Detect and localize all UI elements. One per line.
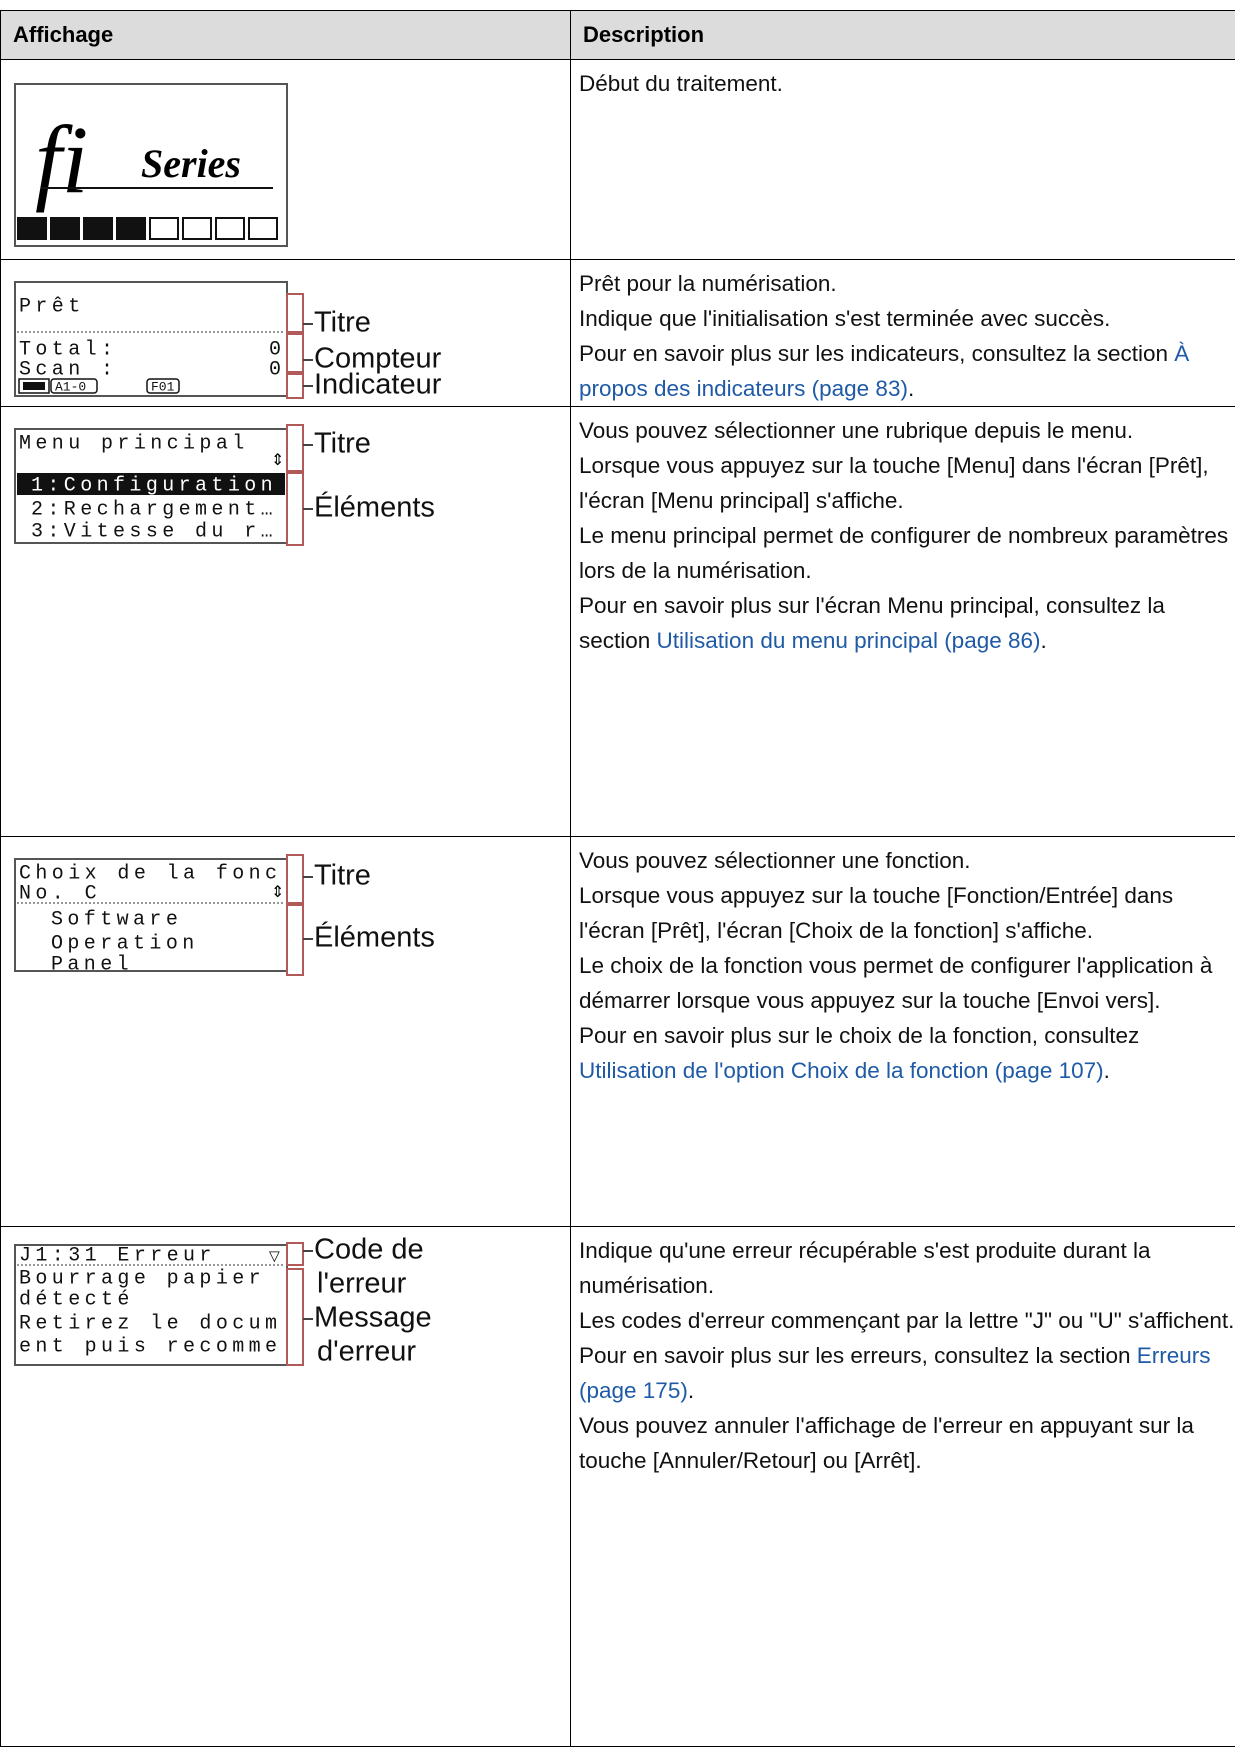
lcd-line: No. C: [19, 882, 101, 905]
callout-bracket: [287, 334, 303, 372]
lcd-line: Panel: [51, 953, 133, 976]
header-cell: Description: [571, 11, 1235, 60]
callout-label: Message: [314, 1302, 432, 1334]
header-cell: Affichage: [1, 11, 571, 60]
display-cell: fi Series: [1, 60, 571, 260]
display-cell: Prêt Total: 0 Scan : 0 A1-0 F01 Titre Co…: [1, 260, 571, 407]
display-table: Affichage Description fi Series: [0, 10, 1235, 1747]
callout-bracket: [287, 1269, 303, 1365]
callout-bracket: [287, 905, 303, 975]
table-row: Menu principal ⇕ 1:Configuration 2:Recha…: [1, 407, 1235, 837]
text: Pour en savoir plus sur les indicateurs,…: [579, 341, 1174, 366]
lcd-line: Prêt: [19, 295, 85, 318]
description-text: Pour en savoir plus sur les indicateurs,…: [579, 336, 1235, 406]
description-text: Le menu principal permet de configurer d…: [579, 518, 1235, 588]
indicator-text: F01: [151, 379, 175, 394]
callout-bracket: [287, 374, 303, 398]
lcd-line: J1:31 Erreur: [19, 1244, 216, 1267]
callout-label: l'erreur: [317, 1268, 407, 1300]
callout-label: Titre: [314, 860, 371, 892]
header-row: Affichage Description: [1, 11, 1235, 60]
lcd-ready: Prêt Total: 0 Scan : 0 A1-0 F01 Titre Co…: [1, 260, 570, 403]
callout-bracket: [287, 294, 303, 332]
table-row: J1:31 Erreur ▽ Bourrage papier détecté R…: [1, 1227, 1235, 1747]
callout-bracket: [287, 855, 303, 903]
description-text: Vous pouvez sélectionner une fonction.: [579, 843, 1235, 878]
text: Pour en savoir plus sur les erreurs, con…: [579, 1343, 1137, 1368]
battery-fill: [23, 382, 45, 390]
callout-bracket: [287, 1243, 303, 1265]
table-row: fi Series Début du traitement.: [1, 60, 1235, 260]
table-row: Prêt Total: 0 Scan : 0 A1-0 F01 Titre Co…: [1, 260, 1235, 407]
text: .: [1104, 1058, 1110, 1083]
description-text: Lorsque vous appuyez sur la touche [Menu…: [579, 448, 1235, 518]
lcd-line: Scan :: [19, 358, 117, 381]
description-text: Début du traitement.: [579, 66, 1235, 101]
callout-label: d'erreur: [317, 1336, 416, 1368]
description-text: Prêt pour la numérisation.: [579, 266, 1235, 301]
logo-text: fi: [35, 106, 88, 213]
description-text: Indique que l'initialisation s'est termi…: [579, 301, 1235, 336]
description-text: Les codes d'erreur commençant par la let…: [579, 1303, 1235, 1338]
description-text: Le choix de la fonction vous permet de c…: [579, 948, 1235, 1018]
text: .: [688, 1378, 694, 1403]
lcd-function: Choix de la fonc No. C ⇕ Software Operat…: [1, 837, 570, 997]
lcd-line: 2:Rechargement…: [31, 498, 277, 521]
description-text: Pour en savoir plus sur l'écran Menu pri…: [579, 588, 1235, 658]
scroll-arrows: ⇕: [271, 452, 284, 469]
display-cell: Choix de la fonc No. C ⇕ Software Operat…: [1, 837, 571, 1227]
scroll-arrows: ⇕: [271, 884, 284, 901]
table-row: Choix de la fonc No. C ⇕ Software Operat…: [1, 837, 1235, 1227]
logo-subtext: Series: [141, 141, 241, 186]
lcd-line: 0: [269, 358, 285, 381]
lcd-line: ent puis recomme: [19, 1335, 281, 1358]
indicator-text: A1-0: [55, 379, 86, 394]
link[interactable]: Utilisation du menu principal (page 86): [657, 628, 1041, 653]
display-cell: Menu principal ⇕ 1:Configuration 2:Recha…: [1, 407, 571, 837]
description-text: Pour en savoir plus sur les erreurs, con…: [579, 1338, 1235, 1408]
callout-bracket: [287, 425, 303, 471]
description-cell: Indique qu'une erreur récupérable s'est …: [571, 1227, 1235, 1747]
description-text: Indique qu'une erreur récupérable s'est …: [579, 1233, 1235, 1303]
callout-label: Éléments: [314, 921, 435, 954]
description-cell: Vous pouvez sélectionner une fonction. L…: [571, 837, 1235, 1227]
description-text: Vous pouvez sélectionner une rubrique de…: [579, 413, 1235, 448]
text: .: [1041, 628, 1047, 653]
lcd-line: Menu principal: [19, 432, 249, 455]
text: .: [908, 376, 914, 401]
callout-label: Éléments: [314, 491, 435, 524]
scroll-arrow: ▽: [269, 1248, 280, 1264]
lcd-logo: fi Series: [1, 60, 570, 259]
lcd-line: Bourrage papier: [19, 1267, 265, 1290]
lcd-menu: Menu principal ⇕ 1:Configuration 2:Recha…: [1, 407, 570, 567]
description-cell: Prêt pour la numérisation. Indique que l…: [571, 260, 1235, 407]
lcd-error: J1:31 Erreur ▽ Bourrage papier détecté R…: [1, 1227, 570, 1387]
description-cell: Vous pouvez sélectionner une rubrique de…: [571, 407, 1235, 837]
lcd-line: Software: [51, 908, 182, 931]
lcd-line: détecté: [19, 1288, 134, 1311]
description-cell: Début du traitement.: [571, 60, 1235, 260]
callout-bracket: [287, 473, 303, 545]
lcd-line: 1:Configuration: [31, 474, 277, 497]
callout-label: Titre: [314, 428, 371, 460]
link[interactable]: Utilisation de l'option Choix de la fonc…: [579, 1058, 1104, 1083]
text: Pour en savoir plus sur le choix de la f…: [579, 1023, 1139, 1048]
description-text: Vous pouvez annuler l'affichage de l'err…: [579, 1408, 1235, 1478]
lcd-line: Operation: [51, 932, 199, 955]
callout-label: Code de: [314, 1234, 424, 1266]
callout-label: Titre: [314, 307, 371, 339]
callout-label: Indicateur: [314, 369, 442, 401]
description-text: Lorsque vous appuyez sur la touche [Fonc…: [579, 878, 1235, 948]
display-cell: J1:31 Erreur ▽ Bourrage papier détecté R…: [1, 1227, 571, 1747]
lcd-line: Retirez le docum: [19, 1312, 281, 1335]
description-text: Pour en savoir plus sur le choix de la f…: [579, 1018, 1235, 1088]
lcd-line: 3:Vitesse du r…: [31, 520, 277, 543]
